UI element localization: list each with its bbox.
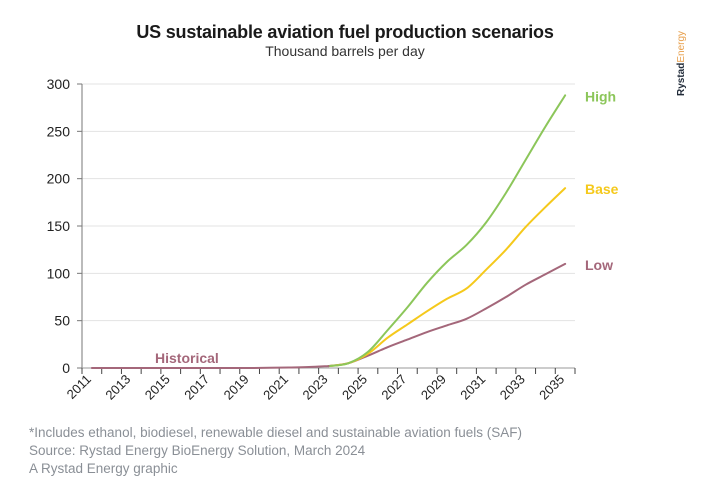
x-tick-label: 2027 bbox=[378, 372, 409, 403]
x-tick-label: 2017 bbox=[181, 372, 212, 403]
series-line-historical bbox=[90, 365, 330, 370]
axes bbox=[81, 84, 575, 373]
x-tick-label: 2031 bbox=[457, 372, 488, 403]
series-line-low bbox=[327, 262, 567, 368]
series-label-base: Base bbox=[585, 181, 619, 197]
x-tick-label: 2015 bbox=[142, 372, 173, 403]
x-axis-ticks: 2011 2013 2015 2017 2019 2021 2023 2025 2027 2029… bbox=[64, 368, 576, 403]
source-note: Source: Rystad Energy BioEnergy Solution… bbox=[29, 443, 366, 458]
series-labels: High Base Low Historical bbox=[155, 88, 619, 366]
y-tick-label: 200 bbox=[47, 171, 71, 187]
series-label-historical: Historical bbox=[155, 350, 219, 366]
y-tick-label: 100 bbox=[47, 265, 71, 281]
chart-title: US sustainable aviation fuel production … bbox=[136, 22, 554, 42]
x-tick-label: 2035 bbox=[536, 372, 567, 403]
y-tick-label: 0 bbox=[62, 360, 70, 376]
y-tick-label: 150 bbox=[47, 218, 71, 234]
series-label-high: High bbox=[585, 88, 616, 104]
gridlines bbox=[82, 83, 575, 322]
series-lines bbox=[90, 94, 567, 370]
y-tick-label: 300 bbox=[47, 76, 71, 92]
x-tick-label: 2011 bbox=[64, 372, 94, 402]
chart-footer: *Includes ethanol, biodiesel, renewable … bbox=[29, 424, 522, 478]
x-tick-label: 2033 bbox=[497, 372, 528, 403]
x-tick-label: 2021 bbox=[260, 372, 291, 403]
chart-subtitle: Thousand barrels per day bbox=[265, 43, 425, 59]
series-line-high bbox=[327, 94, 567, 368]
x-tick-label: 2023 bbox=[300, 372, 331, 403]
y-tick-label: 50 bbox=[54, 313, 70, 329]
x-tick-label: 2025 bbox=[339, 372, 370, 403]
x-tick-label: 2029 bbox=[418, 372, 449, 403]
series-label-low: Low bbox=[585, 257, 613, 273]
credit-note: A Rystad Energy graphic bbox=[29, 461, 178, 476]
series-line-base bbox=[327, 187, 567, 368]
y-tick-label: 250 bbox=[47, 123, 71, 139]
footnote: *Includes ethanol, biodiesel, renewable … bbox=[29, 425, 523, 440]
y-axis-ticks: 0 50 100 150 200 250 300 bbox=[47, 76, 82, 376]
x-tick-label: 2013 bbox=[102, 372, 133, 403]
x-tick-label: 2019 bbox=[221, 372, 252, 403]
